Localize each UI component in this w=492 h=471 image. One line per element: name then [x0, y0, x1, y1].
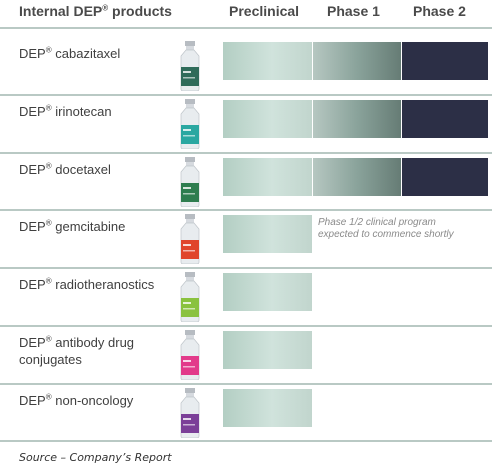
stage-bar-preclinical: [223, 158, 312, 196]
source-caption: Source – Company’s Report: [19, 451, 172, 464]
pipeline-row-gemcitabine: DEP® gemcitabine Phase 1/2 clinical prog…: [0, 211, 492, 268]
phase-header-phase-2: Phase 2: [413, 3, 466, 19]
product-name: DEP® gemcitabine: [19, 218, 126, 234]
row-divider: [0, 209, 492, 211]
products-column-header: Internal DEP® products: [19, 3, 172, 19]
product-name: DEP® antibody drug conjugates: [19, 334, 135, 367]
bottom-divider: [0, 440, 492, 442]
product-name: DEP® cabazitaxel: [19, 45, 121, 61]
stage-bar-preclinical: [223, 100, 312, 138]
row-divider: [0, 152, 492, 154]
phase-header-preclinical: Preclinical: [229, 3, 300, 19]
vial-icon: [180, 214, 200, 264]
stage-bar-phase-2: [402, 158, 488, 196]
stage-bar-preclinical: [223, 389, 312, 427]
product-name: DEP® radiotheranostics: [19, 276, 155, 292]
stage-bar-preclinical: [223, 215, 312, 253]
stage-bar-phase-2: [402, 100, 488, 138]
header-divider: [0, 27, 492, 29]
pipeline-row-docetaxel: DEP® docetaxel: [0, 154, 492, 211]
pipeline-row-cabazitaxel: DEP® cabazitaxel: [0, 38, 492, 95]
vial-icon: [180, 388, 200, 438]
product-name: DEP® docetaxel: [19, 161, 111, 177]
vial-icon: [180, 41, 200, 91]
stage-bar-phase-1: [313, 158, 401, 196]
stage-bar-preclinical: [223, 42, 312, 80]
stage-bar-preclinical: [223, 273, 312, 311]
stage-bar-phase-1: [313, 42, 401, 80]
row-divider: [0, 267, 492, 269]
pipeline-row-irinotecan: DEP® irinotecan: [0, 96, 492, 153]
product-name: DEP® non-oncology: [19, 392, 134, 408]
stage-bar-preclinical: [223, 331, 312, 369]
vial-icon: [180, 99, 200, 149]
vial-icon: [180, 157, 200, 207]
vial-icon: [180, 330, 200, 380]
pipeline-row-antibody-drug-conjugates: DEP® antibody drug conjugates: [0, 327, 492, 384]
row-divider: [0, 383, 492, 385]
product-name: DEP® irinotecan: [19, 103, 112, 119]
row-divider: [0, 94, 492, 96]
row-divider: [0, 325, 492, 327]
vial-icon: [180, 272, 200, 322]
pipeline-row-radiotheranostics: DEP® radiotheranostics: [0, 269, 492, 326]
stage-bar-phase-1: [313, 100, 401, 138]
stage-bar-phase-2: [402, 42, 488, 80]
pipeline-row-non-oncology: DEP® non-oncology: [0, 385, 492, 442]
phase-header-phase-1: Phase 1: [327, 3, 380, 19]
phase-note: Phase 1/2 clinical program expected to co…: [318, 217, 454, 240]
